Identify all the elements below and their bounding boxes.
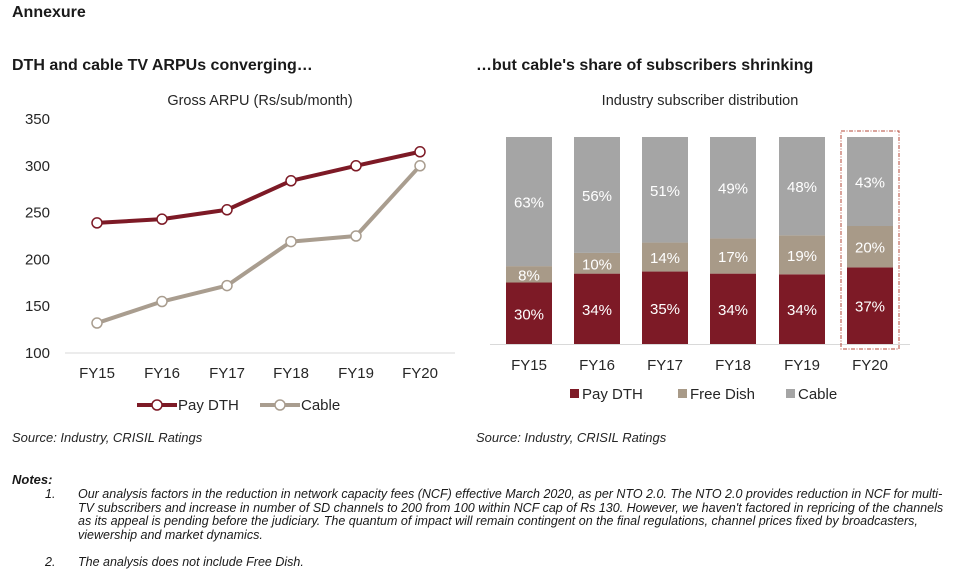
bar-segment-cable: [779, 137, 825, 236]
x-tick-label: FY16: [144, 365, 180, 382]
bar-data-label: 10%: [582, 256, 612, 273]
x-tick-label: FY20: [402, 365, 438, 382]
y-tick-label: 150: [25, 298, 50, 315]
bar-data-label: 8%: [518, 267, 540, 284]
bar-data-label: 19%: [787, 248, 817, 265]
line-chart-heading: DTH and cable TV ARPUs converging…: [12, 57, 313, 74]
bar-chart-title: Industry subscriber distribution: [601, 93, 799, 109]
bar-data-label: 63%: [514, 195, 544, 212]
bar-segment-cable: [642, 137, 688, 243]
line-chart-title: Gross ARPU (Rs/sub/month): [167, 93, 353, 109]
series-line-pay-dth: [96, 149, 421, 225]
legend-label: Free Dish: [690, 386, 755, 403]
legend-label: Pay DTH: [582, 386, 643, 403]
note-1-number: 1.: [45, 487, 56, 501]
bar-data-label: 14%: [650, 250, 680, 267]
data-point: [156, 213, 168, 225]
bar-segment-pay-dth: [642, 271, 688, 344]
y-tick-label: 300: [25, 158, 50, 175]
x-tick-label: FY15: [511, 357, 547, 374]
bar-data-label: 51%: [650, 183, 680, 200]
bar-segment-pay-dth: [506, 282, 552, 344]
note-2-number: 2.: [45, 555, 56, 569]
note-2-text: The analysis does not include Free Dish.: [78, 555, 304, 569]
x-tick-label: FY19: [338, 365, 374, 382]
bar-chart: 30% 8% 63% FY15 34% 10% 56% FY16 35% 14% 51% FY17 34…: [490, 130, 910, 403]
bar-segment-cable: [506, 137, 552, 267]
bar-segment-pay-dth: [574, 273, 620, 344]
y-tick-label: 100: [25, 345, 50, 362]
bar-chart-source: Source: Industry, CRISIL Ratings: [476, 430, 667, 445]
legend-label: Cable: [301, 397, 340, 414]
bar-segment-free-dish: [847, 226, 893, 268]
data-point: [285, 175, 297, 187]
bar-data-label: 30%: [514, 306, 544, 323]
legend-swatch-icon: [786, 389, 795, 398]
bar-segment-free-dish: [574, 252, 620, 274]
data-point: [221, 204, 233, 216]
bar-segment-cable: [710, 137, 756, 239]
legend-marker-icon: [151, 399, 163, 411]
bar-data-label: 34%: [582, 302, 612, 319]
bar-segment-pay-dth: [710, 273, 756, 344]
bar-segment-free-dish: [779, 235, 825, 275]
legend-swatch-icon: [570, 389, 579, 398]
line-chart: 100 150 200 250 300 350 FY15 FY16 FY17 FY18 FY19 FY…: [25, 111, 455, 414]
data-point: [91, 317, 103, 329]
bar-segment-pay-dth: [847, 267, 893, 344]
notes-heading: Notes:: [12, 472, 53, 487]
bar-segment-pay-dth: [779, 274, 825, 344]
bar-segment-cable: [847, 137, 893, 227]
bar-data-label: 34%: [718, 302, 748, 319]
bar-data-label: 49%: [718, 181, 748, 198]
bar-data-label: 35%: [650, 301, 680, 318]
data-point: [156, 295, 168, 308]
series-line-cable: [96, 164, 422, 325]
bar-segment-free-dish: [642, 242, 688, 272]
y-tick-label: 250: [25, 205, 50, 222]
bar-chart-heading: …but cable's share of subscribers shrink…: [476, 57, 814, 74]
annexure-heading: Annexure: [12, 4, 86, 21]
y-tick-label: 350: [25, 111, 50, 128]
x-tick-label: FY19: [784, 357, 820, 374]
data-point: [350, 160, 362, 172]
bar-data-label: 20%: [855, 240, 885, 257]
data-point: [91, 217, 103, 229]
bar-data-label: 34%: [787, 302, 817, 319]
legend-label: Pay DTH: [178, 397, 239, 414]
x-tick-label: FY18: [715, 357, 751, 374]
data-point: [221, 279, 233, 292]
x-tick-label: FY16: [579, 357, 615, 374]
x-tick-label: FY15: [79, 365, 115, 382]
legend-label: Cable: [798, 386, 837, 403]
data-point: [414, 160, 426, 172]
data-point: [414, 146, 426, 158]
line-chart-source: Source: Industry, CRISIL Ratings: [12, 430, 203, 445]
note-1-text: Our analysis factors in the reduction in…: [78, 487, 944, 542]
bar-data-label: 17%: [718, 249, 748, 266]
x-tick-label: FY17: [647, 357, 683, 374]
bar-data-label: 48%: [787, 179, 817, 196]
data-point: [350, 230, 362, 242]
data-point: [285, 235, 297, 248]
legend-marker-icon: [274, 399, 286, 411]
highlight-box: [840, 130, 900, 350]
bar-segment-free-dish: [710, 238, 756, 274]
x-tick-label: FY20: [852, 357, 888, 374]
bar-data-label: 56%: [582, 188, 612, 205]
x-tick-label: FY17: [209, 365, 245, 382]
bar-data-label: 37%: [855, 299, 885, 316]
bar-data-label: 43%: [855, 175, 885, 192]
legend-swatch-icon: [678, 389, 687, 398]
y-tick-label: 200: [25, 251, 50, 268]
x-tick-label: FY18: [273, 365, 309, 382]
bar-segment-free-dish: [506, 266, 552, 283]
bar-segment-cable: [574, 137, 620, 253]
